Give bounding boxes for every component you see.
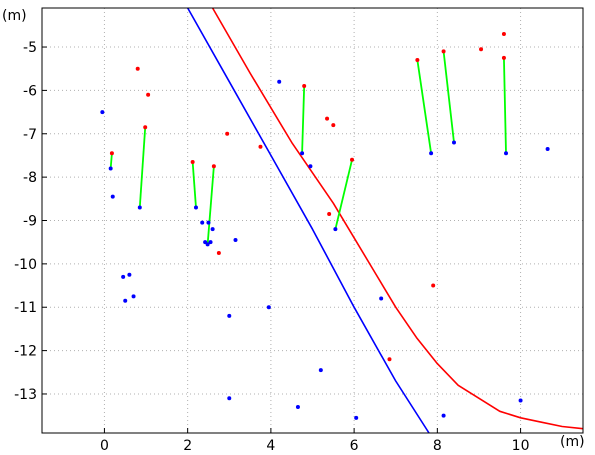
blue-point — [100, 110, 105, 115]
blue-point — [545, 146, 550, 151]
segment-red-endpoint — [109, 151, 114, 156]
segment-red-endpoint — [143, 125, 148, 130]
y-tick-label: -5 — [23, 40, 37, 56]
blue-point — [110, 194, 115, 199]
x-tick-label: 10 — [512, 438, 530, 454]
segment-red-endpoint — [441, 49, 446, 54]
red-point — [135, 66, 140, 71]
blue-point — [206, 220, 211, 225]
blue-point — [210, 227, 215, 232]
segment-blue-endpoint — [108, 166, 113, 171]
match-segment-line — [191, 161, 197, 208]
axis-ticks: 0 2 4 6 8 10 -5 -6 -7 -8 -9 -10 -11 -12 -13 — [14, 40, 529, 454]
blue-point — [131, 294, 136, 299]
y-tick-label: -7 — [23, 127, 37, 143]
blue-point — [379, 296, 384, 301]
blue-point — [227, 313, 232, 318]
blue-trajectory-line — [187, 7, 430, 434]
y-tick-label: -8 — [23, 170, 37, 186]
match-segment-line — [301, 86, 306, 154]
red-trajectory-line — [211, 7, 584, 430]
blue-point — [295, 404, 300, 409]
y-tick-label: -11 — [14, 300, 37, 316]
y-tick-label: -13 — [14, 387, 37, 403]
blue-point — [208, 240, 213, 245]
segment-red-endpoint — [190, 159, 195, 164]
blue-point — [123, 298, 128, 303]
y-tick-label: -9 — [23, 214, 37, 230]
y-axis-unit-label: (m) — [2, 8, 27, 24]
segment-red-endpoint — [302, 84, 307, 89]
red-point — [431, 283, 436, 288]
blue-point — [441, 413, 446, 418]
match-segment-line — [416, 59, 432, 154]
segment-red-endpoint — [350, 157, 355, 162]
red-point — [387, 357, 392, 362]
segment-blue-endpoint — [451, 140, 456, 145]
red-point — [331, 123, 336, 128]
blue-point — [277, 79, 282, 84]
red-point — [327, 211, 332, 216]
blue-point — [518, 398, 523, 403]
match-segment-line — [503, 57, 507, 154]
blue-point — [318, 368, 323, 373]
segment-blue-endpoint — [193, 205, 198, 210]
blue-point — [121, 274, 126, 279]
grid — [42, 8, 583, 433]
red-point — [325, 116, 330, 121]
red-point — [258, 144, 263, 149]
blue-point — [354, 415, 359, 420]
blue-point — [308, 164, 313, 169]
segment-red-endpoint — [211, 164, 216, 169]
blue-point — [127, 272, 132, 277]
red-point — [501, 32, 506, 37]
segment-blue-endpoint — [333, 227, 338, 232]
red-point — [146, 92, 151, 97]
segment-red-endpoint — [501, 55, 506, 60]
y-tick-label: -10 — [14, 257, 37, 273]
blue-point — [200, 220, 205, 225]
red-point — [216, 251, 221, 256]
trajectory-curves — [187, 7, 584, 434]
match-segment-line — [442, 51, 455, 143]
segment-blue-endpoint — [300, 151, 305, 156]
match-segments — [109, 51, 507, 245]
segment-red-endpoint — [415, 58, 420, 63]
red-point — [225, 131, 230, 136]
match-segment-line — [109, 153, 113, 169]
x-axis-unit-label: (m) — [560, 434, 585, 450]
segment-blue-endpoint — [429, 151, 434, 156]
x-tick-label: 0 — [100, 438, 109, 454]
data-points — [100, 32, 550, 420]
match-segment-line — [206, 166, 215, 245]
blue-point — [233, 238, 238, 243]
x-tick-label: 2 — [183, 438, 192, 454]
match-segment-line — [138, 127, 147, 208]
y-tick-label: -6 — [23, 83, 37, 99]
x-tick-label: 4 — [266, 438, 275, 454]
segment-blue-endpoint — [504, 151, 509, 156]
blue-point — [266, 305, 271, 310]
plot-frame — [41, 7, 584, 434]
blue-point — [227, 396, 232, 401]
red-point — [479, 47, 484, 52]
match-segment-line — [334, 159, 353, 230]
blue-point — [203, 240, 208, 245]
y-tick-label: -12 — [14, 344, 37, 360]
x-tick-label: 8 — [433, 438, 442, 454]
segment-blue-endpoint — [137, 205, 142, 210]
x-tick-label: 6 — [350, 438, 359, 454]
